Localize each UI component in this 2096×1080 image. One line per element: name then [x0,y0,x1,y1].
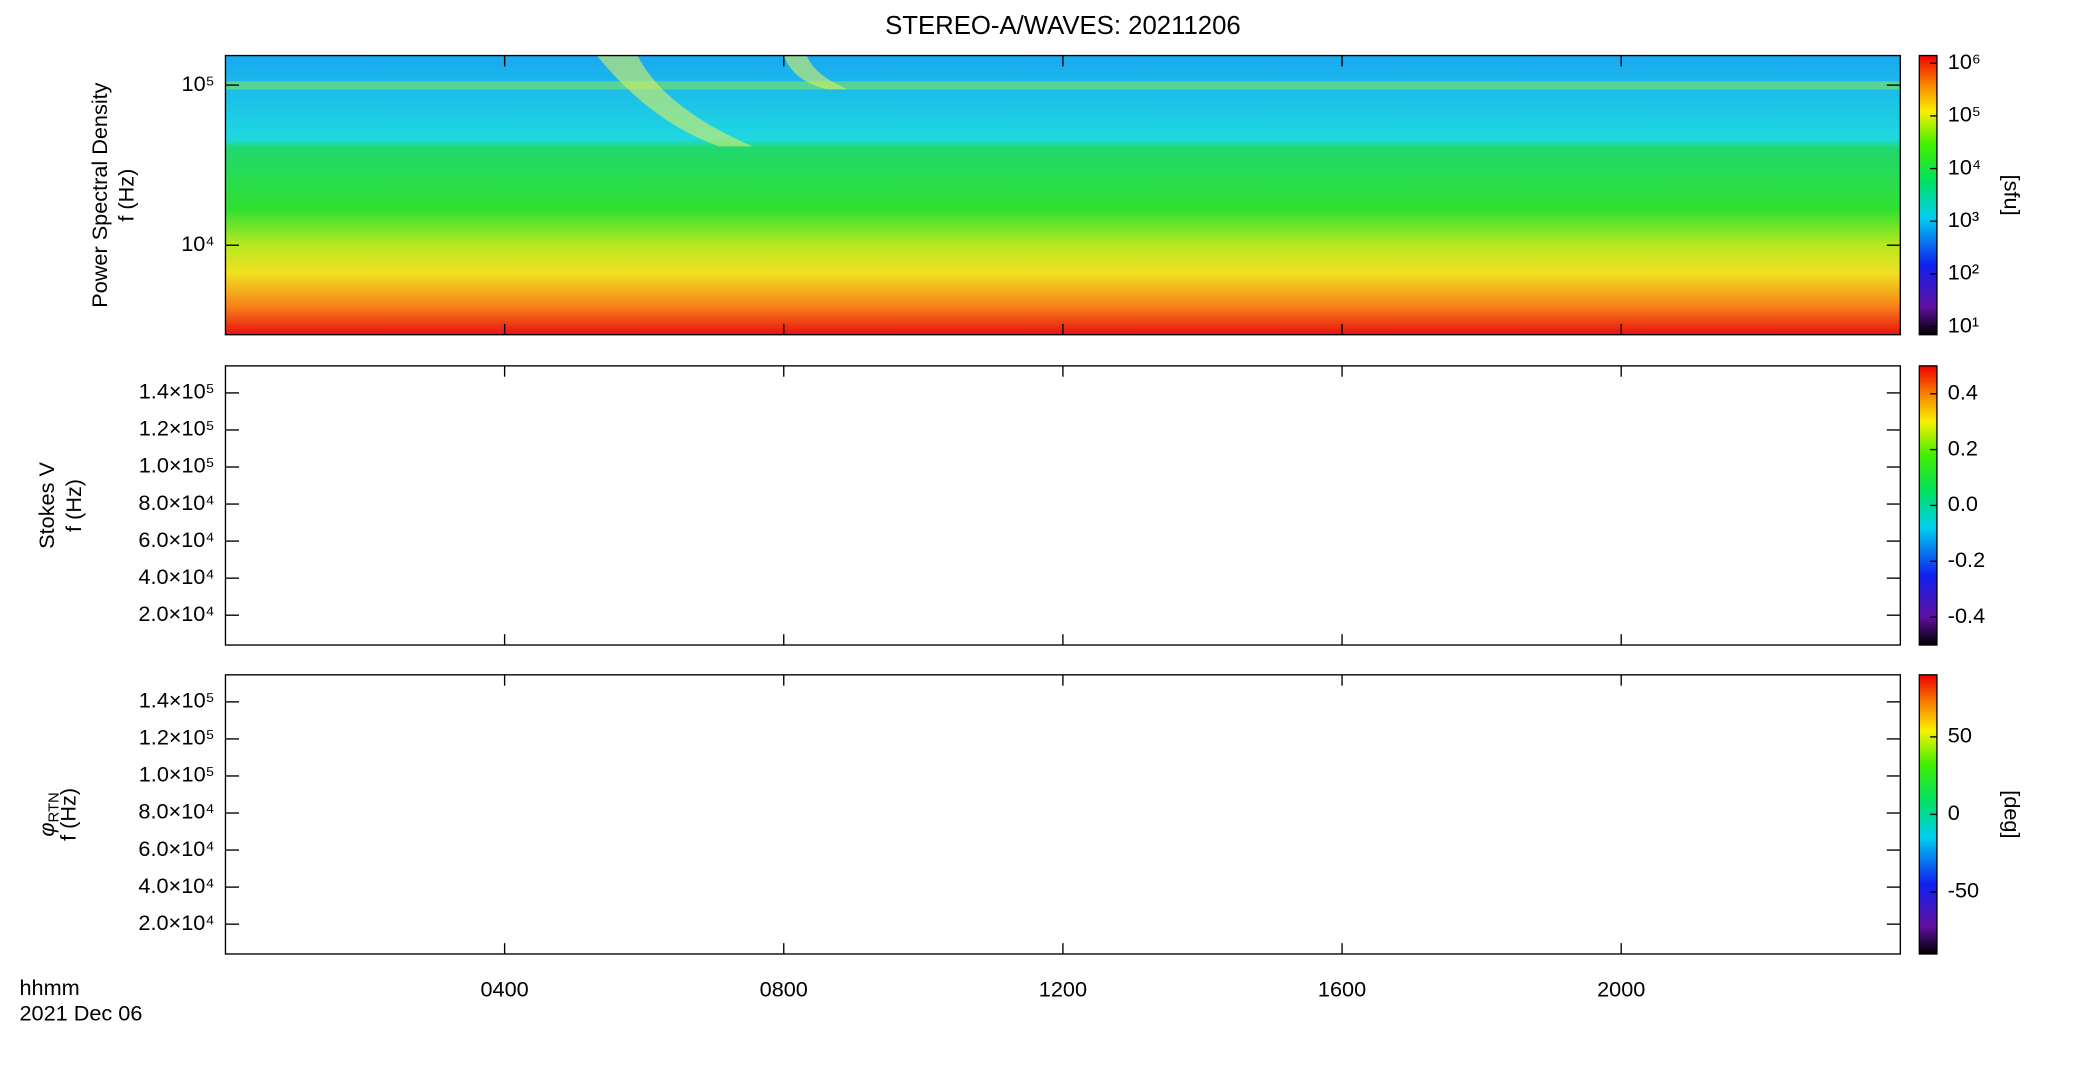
y-axis-label-line: Stokes V [34,462,59,549]
y-axis-label-line: f (Hz) [61,479,86,532]
colorbar-tick-label: 0.0 [1948,491,1978,516]
y-axis-label: Stokes V [34,462,59,549]
y-tick-label: 10⁵ [182,71,215,96]
y-tick-label: 6.0×10⁴ [138,527,214,552]
colorbar-tick-label: 0.4 [1948,380,1978,405]
y-tick-label: 1.0×10⁵ [139,762,215,787]
colorbar-tick-label: -0.2 [1948,547,1985,572]
title: STEREO-A/WAVES: 20211206 [885,12,1241,40]
y-axis-symbol: φ [34,823,59,837]
colorbar-tick-label: 10⁵ [1948,102,1981,127]
colorbar-tick-label: 50 [1948,723,1972,748]
colorbar-tick-label: 10⁴ [1948,154,1981,179]
y-tick-label: 2.0×10⁴ [138,601,214,626]
y-tick-label: 8.0×10⁴ [138,799,214,824]
colorbar-tick-label: 10² [1948,260,1979,285]
plot-frame [224,365,1902,646]
spectrogram-image [225,55,1901,335]
spectrogram-burst [596,55,753,147]
y-axis-label: φRTN [34,792,63,836]
x-tick-label: 1600 [1318,976,1366,1001]
time-label: hhmm [19,975,79,1000]
spectrogram-band [225,81,1901,90]
colorbar-label: [deg] [1999,790,2024,838]
colorbar-tick-label: 10³ [1948,207,1979,232]
y-tick-label: 4.0×10⁴ [138,564,214,589]
colorbar [1918,54,1938,336]
date-label: 2021 Dec 06 [19,1001,142,1026]
y-tick-label: 6.0×10⁴ [138,836,214,861]
plot-frame [224,674,1902,955]
y-axis-label-line: f (Hz) [55,788,80,841]
colorbar-tick-label: 0.2 [1948,435,1978,460]
colorbar-tick-label: 10¹ [1948,312,1979,337]
colorbar-tick-label: 0 [1948,800,1960,825]
y-tick-label: 1.2×10⁵ [139,416,215,441]
y-tick-label: 1.0×10⁵ [139,453,215,478]
x-tick-label: 1200 [1039,976,1087,1001]
colorbar-label: [sfu] [1999,175,2024,216]
y-tick-label: 1.2×10⁵ [139,725,215,750]
x-tick-label: 0800 [760,976,808,1001]
y-tick-label: 1.4×10⁵ [139,379,215,404]
y-axis-label-line: Power Spectral Density [87,82,112,307]
y-tick-label: 4.0×10⁴ [138,873,214,898]
colorbar-tick-label: 10⁶ [1948,49,1981,74]
spectrogram-burst [783,55,848,90]
y-tick-label: 10⁴ [181,231,214,256]
colorbar-tick-label: -0.4 [1948,603,1985,628]
y-tick-label: 1.4×10⁵ [139,688,215,713]
y-axis-subscript: RTN [47,792,63,822]
y-axis-label: Power Spectral Density [87,82,112,307]
colorbar-tick-label: -50 [1948,878,1979,903]
y-tick-label: 8.0×10⁴ [138,490,214,515]
x-tick-label: 0400 [481,976,529,1001]
x-tick-label: 2000 [1597,976,1645,1001]
y-axis-label-line: f (Hz) [114,169,139,222]
y-tick-label: 2.0×10⁴ [138,910,214,935]
